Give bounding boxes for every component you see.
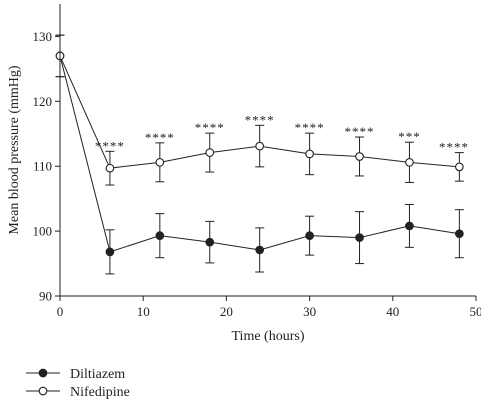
x-tick-label: 40 <box>386 304 399 319</box>
data-point <box>455 229 464 239</box>
series-nifedipine <box>55 34 464 186</box>
data-point <box>455 162 464 172</box>
data-point <box>405 221 414 231</box>
axes: 90 100 110 120 130 0 10 20 30 40 50 Time (hours) Mea… <box>7 4 481 344</box>
series-diltiazem <box>55 34 464 275</box>
data-point <box>255 245 265 255</box>
legend-item-nifedipine: Nifedipine <box>26 385 130 400</box>
y-tick-label: 90 <box>39 289 52 304</box>
data-point <box>155 231 165 241</box>
legend-label: Diltiazem <box>70 367 125 382</box>
x-tick-label: 0 <box>57 304 64 319</box>
data-point <box>255 141 265 151</box>
legend-marker <box>38 368 48 378</box>
significance-label: **** <box>245 112 275 127</box>
data-point <box>305 149 314 159</box>
significance-annotations: ******************** **** ******* <box>95 112 469 155</box>
y-tick-label: 130 <box>33 29 53 44</box>
significance-label: **** <box>145 130 175 145</box>
x-axis-label: Time (hours) <box>232 329 305 344</box>
x-tick-label: 50 <box>470 304 481 319</box>
data-point <box>355 233 364 242</box>
legend-label: Nifedipine <box>70 385 130 400</box>
significance-label: *** <box>398 129 421 144</box>
x-tick-label: 10 <box>137 304 150 319</box>
data-point <box>405 157 414 167</box>
data-point <box>105 247 115 257</box>
data-point <box>205 237 215 247</box>
y-tick-label: 110 <box>33 159 52 174</box>
data-point <box>355 152 364 161</box>
significance-label: **** <box>345 124 375 139</box>
y-tick-label: 100 <box>33 224 53 239</box>
significance-label: **** <box>195 120 225 135</box>
significance-label: **** <box>95 138 125 153</box>
significance-label: **** <box>439 140 469 155</box>
significance-label: **** <box>295 120 325 135</box>
y-tick-label: 120 <box>33 94 53 109</box>
x-tick-label: 30 <box>303 304 316 319</box>
x-tick-label: 20 <box>220 304 233 319</box>
legend-marker <box>38 386 48 396</box>
data-point <box>105 163 115 173</box>
y-axis-label: Mean blood pressure (mmHg) <box>7 65 22 234</box>
data-point <box>305 231 314 241</box>
plot-area <box>55 34 464 275</box>
legend-item-diltiazem: Diltiazem <box>26 367 125 382</box>
legend: Diltiazem Nifedipine <box>26 367 130 400</box>
data-point <box>205 148 215 157</box>
data-point <box>155 157 165 167</box>
